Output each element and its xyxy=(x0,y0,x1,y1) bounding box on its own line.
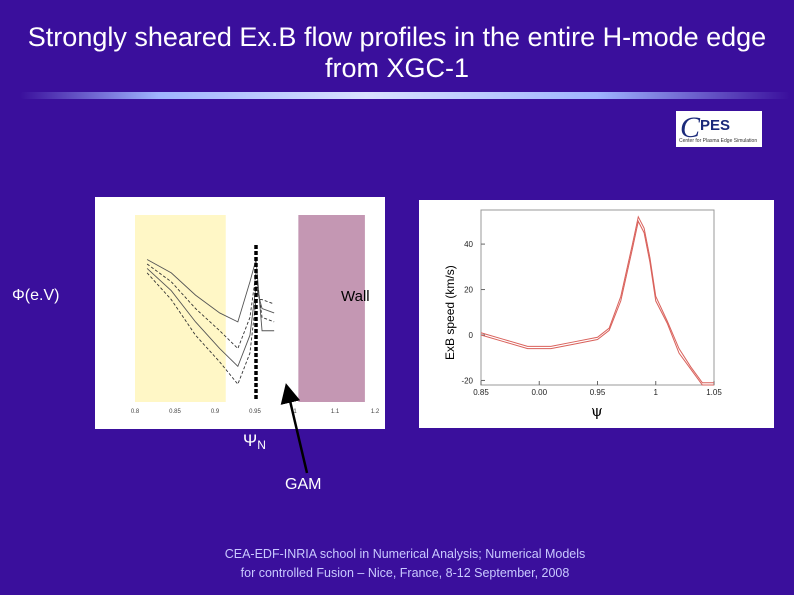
potential-series-line xyxy=(146,259,275,332)
exb-y-tick-label: 0 xyxy=(469,331,474,340)
left-x-tick-label: 0.85 xyxy=(169,409,181,415)
wall-region xyxy=(298,215,365,402)
title-divider xyxy=(20,92,790,99)
wall-label: Wall xyxy=(341,288,370,305)
footer-citation: CEA-EDF-INRIA school in Numerical Analys… xyxy=(180,545,630,583)
exb-speed-chart: -20 0 20 40 0.85 0.00 0.95 1 1.05 ExB speed (km/… xyxy=(419,200,774,428)
gam-arrow xyxy=(280,383,309,474)
logo-name: PES xyxy=(700,117,731,134)
cpes-logo: C PES Center for Plasma Edge Simulation xyxy=(676,111,762,147)
exb-y-tick-label: 40 xyxy=(464,240,473,249)
logo-mark: C xyxy=(680,111,701,144)
left-x-tick-label: 1.2 xyxy=(371,409,380,415)
slide-title: Strongly sheared Ex.B flow profiles in t… xyxy=(27,22,767,83)
psi-symbol: Ψ xyxy=(243,431,258,450)
psi-subscript: N xyxy=(257,438,266,452)
exb-x-tick-label: 1 xyxy=(654,388,659,397)
gam-label: GAM xyxy=(285,476,322,493)
potential-series-line xyxy=(146,272,275,386)
exb-series-line xyxy=(480,219,714,386)
exb-x-tick-label: 0.95 xyxy=(590,388,606,397)
exb-x-tick-label: 1.05 xyxy=(706,388,722,397)
pedestal-region xyxy=(135,215,226,402)
footer-line-2: for controlled Fusion – Nice, France, 8-… xyxy=(240,566,570,580)
exb-x-tick-label: 0.85 xyxy=(473,388,489,397)
left-x-tick-label: 1 xyxy=(293,409,297,415)
left-x-tick-label: 0.8 xyxy=(131,409,140,415)
footer-line-1: CEA-EDF-INRIA school in Numerical Analys… xyxy=(224,547,586,561)
left-x-tick-label: 1.1 xyxy=(331,409,340,415)
exb-x-axis-label: ψ xyxy=(591,402,603,420)
potential-series-line xyxy=(146,268,275,368)
exb-y-tick-label: -20 xyxy=(461,376,473,385)
left-x-tick-label: 0.95 xyxy=(249,409,261,415)
psi-n-label: ΨN xyxy=(243,431,266,452)
phi-axis-label: Φ(e.V) xyxy=(12,287,60,304)
exb-y-tick-label: 20 xyxy=(464,286,473,295)
exb-series-line xyxy=(480,215,714,384)
logo-subtitle: Center for Plasma Edge Simulation xyxy=(679,138,758,144)
left-x-tick-label: 0.9 xyxy=(211,409,220,415)
exb-x-tick-label: 0.00 xyxy=(531,388,547,397)
exb-y-axis-label: ExB speed (km/s) xyxy=(443,265,457,360)
potential-profile-chart: 0.8 0.85 0.9 0.95 1 1.1 1.2 Wall xyxy=(95,197,385,429)
